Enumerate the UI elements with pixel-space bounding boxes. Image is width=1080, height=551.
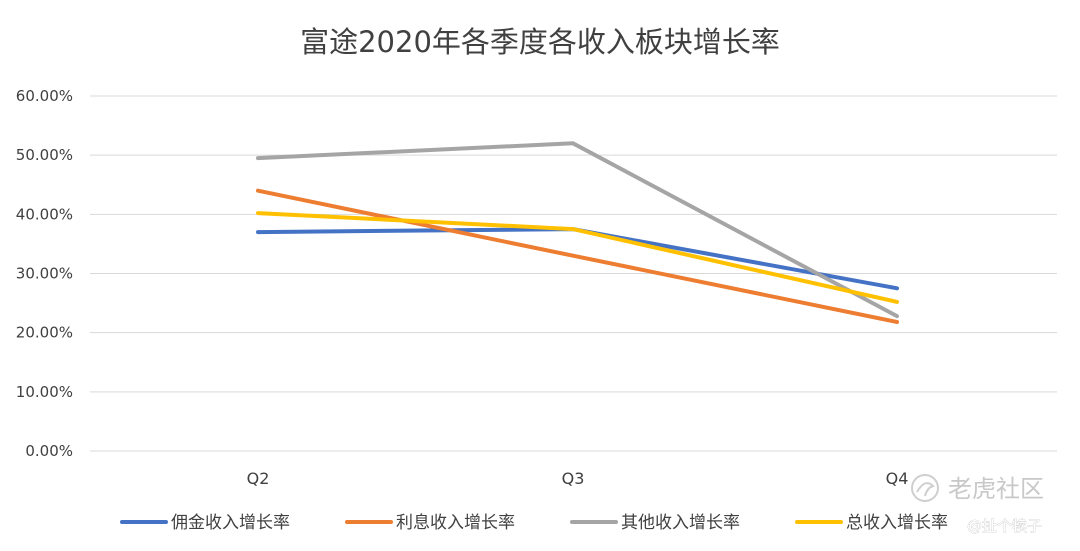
- y-tick-label: 30.00%: [16, 265, 73, 283]
- x-tick-label: Q2: [247, 469, 270, 488]
- tiger-logo-icon: [911, 474, 939, 502]
- legend-item: 佣金收入增长率: [120, 513, 290, 533]
- chart-title: 富途2020年各季度各收入板块增长率: [300, 25, 780, 59]
- y-tick-label: 60.00%: [16, 87, 73, 105]
- watermark: 老虎社区 @扯个犊子: [911, 474, 1044, 535]
- gridlines: [90, 95, 1057, 452]
- legend-item: 其他收入增长率: [570, 513, 740, 533]
- legend: 佣金收入增长率 利息收入增长率 其他收入增长率 总收入增长率: [120, 513, 948, 533]
- y-axis-ticks: 0.00% 10.00% 20.00% 30.00% 40.00% 50.00% 60.00…: [16, 87, 73, 460]
- legend-item: 利息收入增长率: [345, 513, 515, 533]
- x-tick-label: Q3: [562, 469, 585, 488]
- y-tick-label: 40.00%: [16, 205, 73, 223]
- watermark-brand: 老虎社区: [948, 475, 1044, 503]
- y-tick-label: 50.00%: [16, 146, 73, 164]
- series-line: [256, 141, 899, 319]
- x-axis-ticks: Q2 Q3 Q4: [247, 469, 909, 488]
- watermark-author: @扯个犊子: [967, 517, 1042, 535]
- series-line: [256, 211, 899, 304]
- x-tick-label: Q4: [886, 469, 909, 488]
- legend-label: 利息收入增长率: [396, 513, 515, 533]
- legend-label: 其他收入增长率: [621, 513, 740, 533]
- legend-label: 佣金收入增长率: [171, 513, 290, 533]
- legend-label: 总收入增长率: [846, 513, 948, 533]
- y-tick-label: 10.00%: [16, 383, 73, 401]
- series-lines: [256, 141, 899, 324]
- y-tick-label: 0.00%: [25, 442, 73, 460]
- legend-item: 总收入增长率: [795, 513, 948, 533]
- y-tick-label: 20.00%: [16, 324, 73, 342]
- series-line: [256, 188, 899, 324]
